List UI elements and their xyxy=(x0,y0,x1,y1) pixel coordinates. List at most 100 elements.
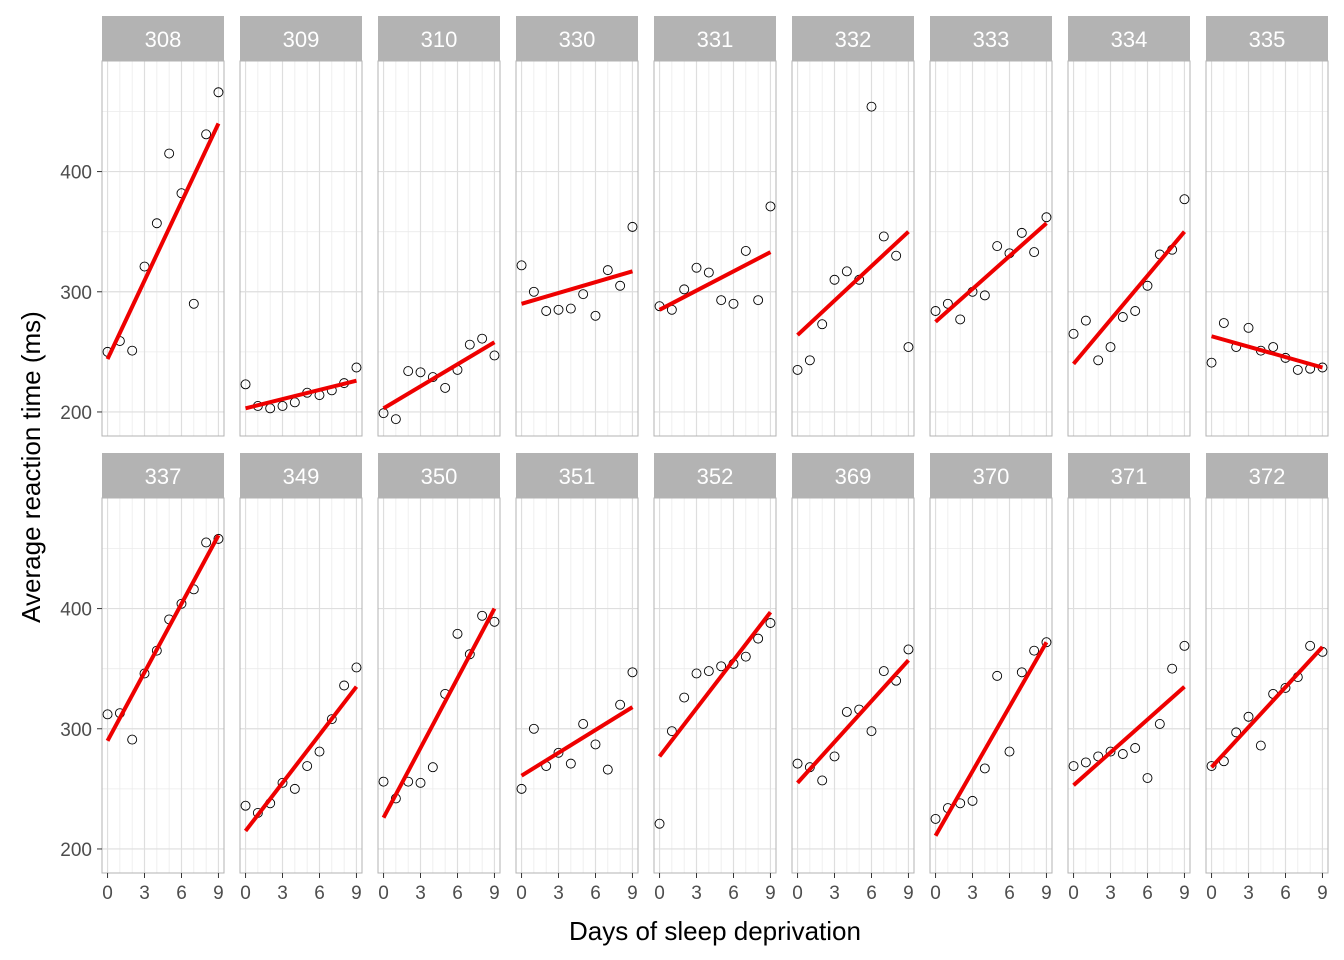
x-tick-label: 0 xyxy=(102,883,113,904)
panel-border xyxy=(1067,497,1191,874)
facet-strip-label: 332 xyxy=(835,27,872,52)
fit-line xyxy=(520,269,634,306)
data-point xyxy=(1105,746,1116,757)
panel-border xyxy=(929,60,1053,437)
data-point xyxy=(477,610,488,621)
x-tick-label: 3 xyxy=(691,883,702,904)
data-point xyxy=(1130,743,1141,753)
data-point xyxy=(1068,328,1079,339)
panel-border xyxy=(377,497,501,874)
facet-panel-308: 308 xyxy=(101,16,225,437)
facet-panel-334: 334 xyxy=(1067,16,1191,437)
data-point xyxy=(277,777,288,788)
data-point xyxy=(1154,719,1165,729)
y-axis: 200 300 400 200 300 400 xyxy=(60,163,102,861)
fit-line xyxy=(1211,334,1323,370)
panel-border xyxy=(653,60,777,437)
x-tick-label: 6 xyxy=(1142,883,1153,904)
x-tick-label: 9 xyxy=(1317,883,1328,904)
facet-panel-332: 332 xyxy=(791,16,915,437)
data-point xyxy=(302,761,313,771)
panel-border xyxy=(515,497,639,874)
fit-line xyxy=(1072,230,1186,366)
x-tick-label: 6 xyxy=(728,883,739,904)
data-point xyxy=(1255,740,1266,751)
facet-panel-333: 333 xyxy=(929,16,1053,437)
data-point xyxy=(792,758,803,769)
data-point xyxy=(553,747,564,758)
facet-strip-label: 308 xyxy=(145,27,182,52)
data-point xyxy=(516,260,527,271)
data-point xyxy=(102,709,113,720)
fit-line xyxy=(796,658,910,785)
data-point xyxy=(378,776,389,787)
facet-strip xyxy=(102,453,224,498)
facet-strip xyxy=(516,453,638,498)
fit-line xyxy=(382,340,496,411)
facet-panel-369: 369 xyxy=(791,453,915,874)
data-point xyxy=(164,148,175,159)
data-point xyxy=(740,651,751,662)
data-point xyxy=(841,706,852,717)
x-tick-label: 0 xyxy=(1206,883,1217,904)
data-point xyxy=(1041,637,1052,648)
y-axis-title: Average reaction time (ms) xyxy=(16,311,46,623)
x-tick-label: 6 xyxy=(314,883,325,904)
data-point xyxy=(415,367,426,378)
facet-panels: 308 309 310 330 331 332 333 334 335 337 349 350 351 3… xyxy=(101,16,1329,874)
data-point xyxy=(1117,312,1128,322)
fit-line xyxy=(243,685,359,833)
data-point xyxy=(979,290,990,301)
data-point xyxy=(201,129,212,140)
data-point xyxy=(878,666,889,677)
data-point xyxy=(1179,640,1190,651)
facet-strip-label: 333 xyxy=(973,27,1010,52)
fit-line xyxy=(520,705,634,778)
fit-line xyxy=(796,230,910,337)
x-tick-label: 0 xyxy=(792,883,803,904)
data-point xyxy=(878,231,889,242)
data-point xyxy=(1093,355,1104,366)
data-point xyxy=(841,266,852,277)
facet-panel-331: 331 xyxy=(653,16,777,437)
data-point xyxy=(1016,227,1027,238)
data-point xyxy=(1243,322,1254,333)
facet-strip-label: 335 xyxy=(1249,27,1286,52)
data-point xyxy=(452,628,463,639)
facet-panel-337: 337 xyxy=(101,453,225,874)
data-point xyxy=(351,362,362,373)
facet-strip-label: 372 xyxy=(1249,464,1286,489)
data-point xyxy=(489,616,500,627)
facet-strip xyxy=(1206,16,1328,61)
panel-border xyxy=(791,60,915,437)
data-point xyxy=(590,310,601,321)
data-point xyxy=(1130,306,1141,316)
data-point xyxy=(1080,757,1091,768)
data-point xyxy=(240,800,251,811)
data-point xyxy=(541,306,552,316)
data-point xyxy=(967,795,978,806)
data-point xyxy=(578,289,589,300)
data-point xyxy=(201,537,212,548)
data-point xyxy=(339,680,350,691)
data-point xyxy=(817,319,828,330)
data-point xyxy=(1016,667,1027,678)
y-tick-label: 400 xyxy=(60,600,92,621)
x-tick-label: 9 xyxy=(213,883,224,904)
data-point xyxy=(314,746,325,757)
x-tick-label: 3 xyxy=(139,883,150,904)
x-tick-label: 6 xyxy=(590,883,601,904)
x-tick-label: 9 xyxy=(627,883,638,904)
data-point xyxy=(415,777,426,788)
data-point xyxy=(427,762,438,773)
facet-strip-label: 349 xyxy=(283,464,320,489)
x-tick-label: 9 xyxy=(903,883,914,904)
fit-line xyxy=(933,641,1049,837)
panel-border xyxy=(377,60,501,437)
facet-strip-label: 352 xyxy=(697,464,734,489)
data-point xyxy=(1004,746,1015,757)
data-point xyxy=(679,692,690,703)
data-point xyxy=(289,783,300,794)
fit-line xyxy=(105,534,221,742)
